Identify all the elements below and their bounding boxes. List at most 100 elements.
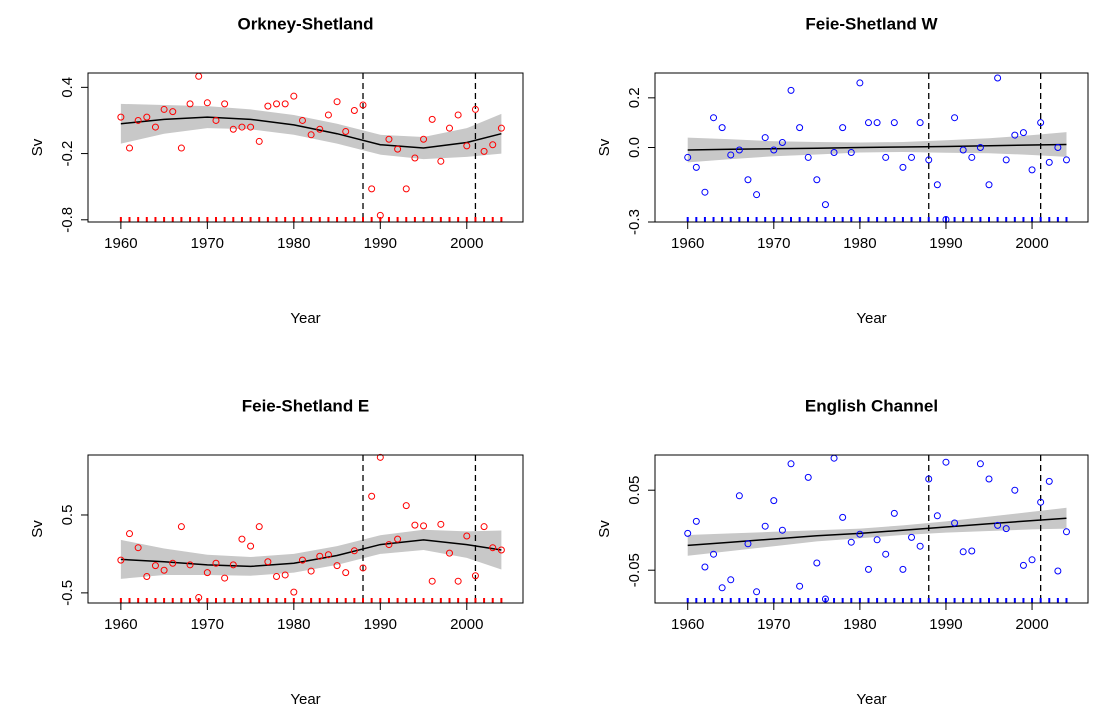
point [1019, 561, 1027, 569]
y-tick-label: -0.8 [59, 207, 76, 233]
point [761, 522, 769, 530]
point [1019, 129, 1027, 137]
point [376, 211, 384, 219]
point [134, 544, 142, 552]
x-tick-label: 1960 [104, 616, 137, 633]
point [420, 135, 428, 143]
point [735, 146, 743, 154]
y-tick-label: -0.5 [59, 580, 76, 606]
point [753, 191, 761, 199]
point [281, 100, 289, 108]
point [238, 535, 246, 543]
point [143, 573, 151, 581]
point [411, 521, 419, 529]
point [727, 576, 735, 584]
point [718, 584, 726, 592]
point [247, 542, 255, 550]
point [778, 139, 786, 147]
point [1037, 498, 1045, 506]
point [247, 123, 255, 131]
point [994, 521, 1002, 529]
point [1054, 567, 1062, 575]
confidence-band [120, 529, 502, 579]
point [873, 119, 881, 127]
point [428, 115, 436, 123]
x-tick-label: 1960 [671, 616, 704, 633]
point [882, 153, 890, 161]
x-tick-label: 1990 [364, 616, 397, 633]
point [316, 552, 324, 560]
point [899, 565, 907, 573]
y-tick-label: 0.2 [626, 87, 643, 108]
point [480, 147, 488, 155]
x-axis-label: Year [290, 310, 320, 327]
x-tick-label: 2000 [1015, 235, 1048, 252]
point [445, 549, 453, 557]
x-tick-label: 1960 [671, 235, 704, 252]
point [701, 188, 709, 196]
point [718, 124, 726, 132]
point [847, 538, 855, 546]
point [273, 100, 281, 108]
point [1002, 156, 1010, 164]
point [342, 127, 350, 135]
x-axis-label: Year [856, 310, 886, 327]
point [701, 563, 709, 571]
x-tick-label: 1970 [757, 616, 790, 633]
point [497, 124, 505, 132]
panel-title: Feie-Shetland W [805, 14, 938, 33]
y-tick-label: 0.5 [59, 505, 76, 526]
point [238, 123, 246, 131]
point [830, 454, 838, 462]
point [290, 588, 298, 596]
point [307, 567, 315, 575]
point [692, 163, 700, 171]
point [821, 595, 829, 603]
point [1028, 556, 1036, 564]
point [264, 558, 272, 566]
plot-frame [87, 454, 524, 604]
fit-line [687, 517, 1067, 547]
point [710, 550, 718, 558]
point [402, 502, 410, 510]
point [143, 113, 151, 121]
point [212, 559, 220, 567]
point [976, 460, 984, 468]
x-tick-label: 1960 [104, 235, 137, 252]
point [255, 137, 263, 145]
x-tick-label: 1970 [757, 235, 790, 252]
point [489, 141, 497, 149]
y-tick-label: 0.4 [59, 77, 76, 98]
point [229, 125, 237, 133]
point [1062, 156, 1070, 164]
point [753, 588, 761, 596]
point [1028, 166, 1036, 174]
point [839, 124, 847, 132]
point [744, 176, 752, 184]
x-tick-label: 1980 [843, 235, 876, 252]
x-tick-label: 1980 [277, 235, 310, 252]
point [1011, 131, 1019, 139]
point [890, 119, 898, 127]
point [761, 134, 769, 142]
point [307, 131, 315, 139]
point [445, 124, 453, 132]
point [437, 520, 445, 528]
point [169, 559, 177, 567]
x-axis-label: Year [856, 691, 886, 708]
point [195, 72, 203, 80]
point [203, 99, 211, 107]
point [134, 116, 142, 124]
point [804, 153, 812, 161]
point [976, 144, 984, 151]
x-tick-label: 2000 [1015, 616, 1048, 633]
point [454, 577, 462, 585]
point [298, 116, 306, 124]
point [1045, 158, 1053, 166]
fit-line [120, 539, 502, 568]
point [968, 153, 976, 161]
point [821, 201, 829, 209]
point [916, 542, 924, 550]
point [273, 573, 281, 581]
point [376, 453, 384, 461]
